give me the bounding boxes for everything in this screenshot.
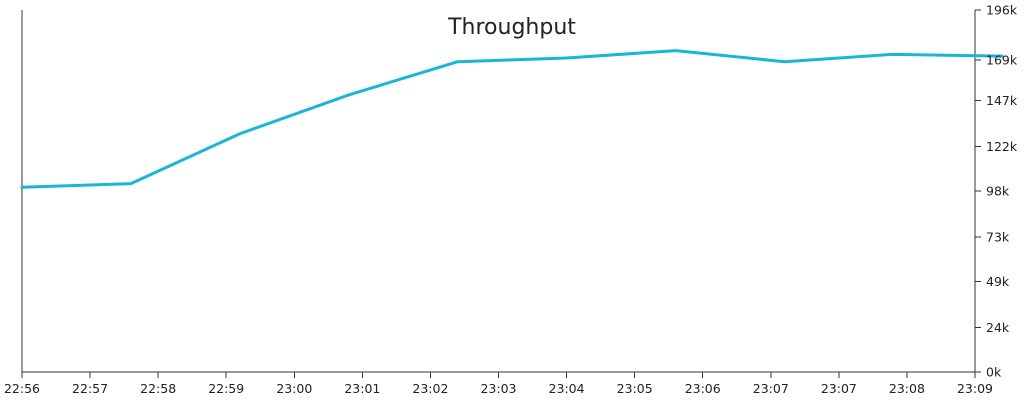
x-tick-label: 23:07 [821,381,857,396]
x-tick-label: 23:06 [685,381,721,396]
y-tick-label: 147k [986,93,1018,108]
axes-layer [21,10,976,373]
x-tick-label: 23:08 [889,381,925,396]
series-layer [20,49,1004,189]
y-tick-label: 24k [986,320,1010,335]
y-tick-label: 169k [986,52,1018,67]
x-tick-label: 23:02 [412,381,448,396]
x-tick-label: 22:58 [140,381,176,396]
x-tick-label: 23:04 [549,381,585,396]
x-tick-label: 22:57 [72,381,108,396]
y-tick-label: 122k [986,139,1018,154]
y-tick-label: 49k [986,274,1010,289]
x-tick-label: 23:00 [276,381,312,396]
y-ticks-layer: 0k 24k 49k 73k 98k 122k 147k 169k 196k [975,3,1018,380]
y-tick-label: 73k [986,230,1010,245]
y-tick-label: 196k [986,3,1018,18]
y-tick-label: 0k [986,365,1002,380]
x-ticks-layer: 22:56 22:57 22:58 22:59 23:00 23:01 23:02 23:03… [4,372,993,396]
y-tick-label: 98k [986,184,1010,199]
x-tick-label: 22:59 [208,381,244,396]
x-tick-label: 23:05 [617,381,653,396]
x-tick-label: 23:03 [480,381,516,396]
chart-title: Throughput [447,15,576,40]
x-tick-label: 22:56 [4,381,40,396]
throughput-series-line [20,49,1004,189]
x-tick-label: 23:01 [344,381,380,396]
x-tick-label: 23:07 [753,381,789,396]
x-tick-label: 23:09 [957,381,993,396]
